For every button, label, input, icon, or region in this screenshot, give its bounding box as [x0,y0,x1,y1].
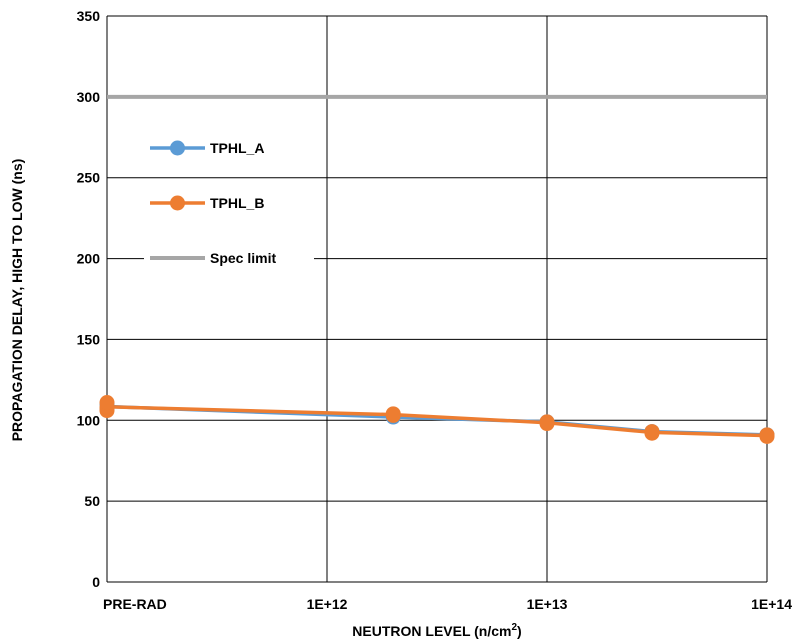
y-tick-label: 200 [77,251,101,267]
legend-marker-tphl-b [170,195,185,211]
x-tick-label: 1E+14 [751,596,792,612]
legend-label-spec-limit: Spec limit [210,250,276,266]
legend-marker-tphl-a [170,140,185,156]
y-tick-label: 250 [77,170,101,186]
y-tick-label: 300 [77,89,101,105]
y-tick-label: 150 [77,331,101,347]
y-axis-label: PROPAGATION DELAY, HIGH TO LOW (ns) [9,159,25,442]
data-point-tphl-b [539,414,555,430]
plot-grid [106,15,768,583]
x-tick-label: PRE-RAD [103,596,167,612]
x-tick-label: 1E+13 [527,596,568,612]
data-point-tphl-b [99,394,115,410]
x-tick-labels: PRE-RAD 1E+12 1E+13 1E+14 [103,596,792,612]
legend-label-tphl-a: TPHL_A [210,140,264,156]
legend: TPHL_A TPHL_B Spec limit [144,134,314,272]
series-line-tphl-b [106,405,768,438]
legend-label-tphl-b: TPHL_B [210,195,264,211]
y-tick-label: 50 [84,493,100,509]
x-axis-label-superscript: 2 [511,622,517,633]
data-point-tphl-b [385,406,401,422]
y-tick-label: 0 [92,574,100,590]
y-tick-label: 350 [77,8,101,24]
series-layer [99,394,775,444]
y-tick-labels: 0 50 100 150 200 250 300 350 [77,8,101,590]
data-point-tphl-b [759,427,775,443]
x-tick-label: 1E+12 [307,596,348,612]
data-point-tphl-b [644,424,660,440]
x-axis-label: NEUTRON LEVEL (n/cm2) [352,622,521,639]
y-tick-label: 100 [77,412,101,428]
